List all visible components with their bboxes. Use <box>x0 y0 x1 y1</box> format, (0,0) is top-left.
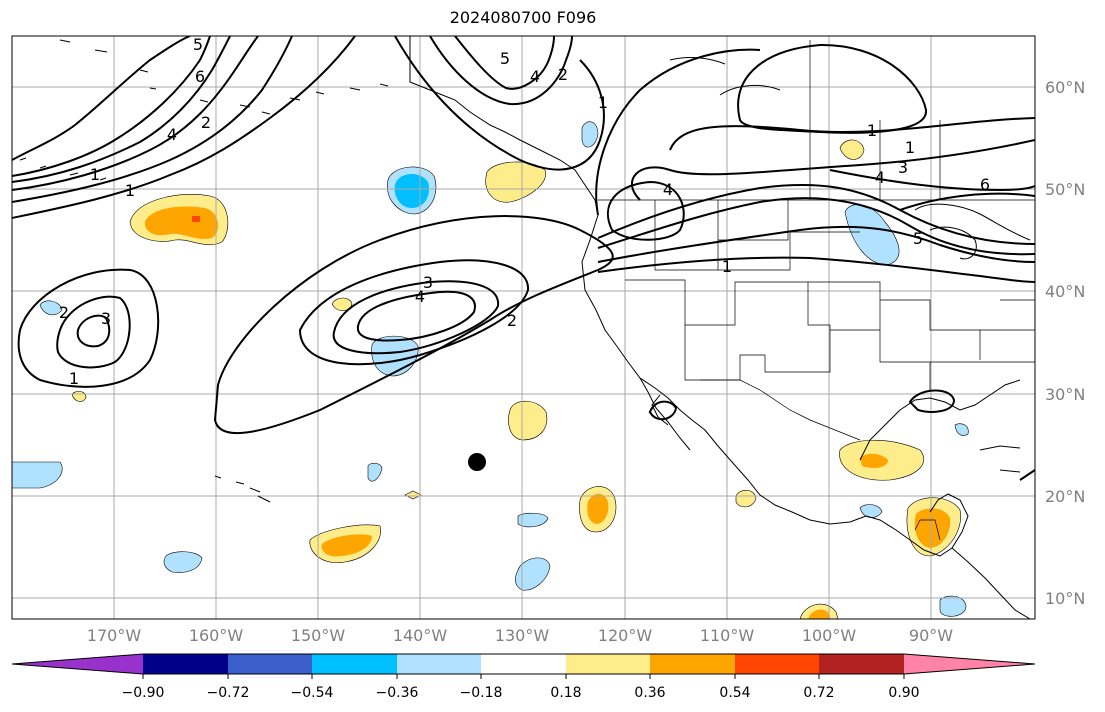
contour-label: 3 <box>423 273 433 292</box>
lon-label: 100°W <box>802 626 857 645</box>
colorbar-tick-label: −0.72 <box>207 685 250 701</box>
contour-label: 4 <box>875 168 885 187</box>
colorbar-segment <box>735 654 819 674</box>
contour-label: 4 <box>415 287 425 306</box>
lat-label: 60°N <box>1045 78 1085 97</box>
contour-label: 2 <box>59 303 69 322</box>
anomaly-shading <box>12 121 969 619</box>
colorbar-tick-label: 0.90 <box>888 685 919 701</box>
contour-label: 6 <box>980 175 990 194</box>
colorbar-segment <box>481 654 566 674</box>
longitude-labels: 170°W 160°W 150°W 140°W 130°W 120°W 110°… <box>87 626 953 645</box>
lat-label: 10°N <box>1045 589 1085 608</box>
plot-title: 2024080700 F096 <box>449 8 597 27</box>
contour-label: 1 <box>69 369 79 388</box>
colorbar-tick-label: 0.54 <box>719 685 750 701</box>
colorbar <box>11 653 1036 679</box>
contour-label: 2 <box>507 311 517 330</box>
contour-label: 3 <box>898 158 908 177</box>
colorbar-extend-high <box>904 654 1035 674</box>
colorbar-segment <box>312 654 397 674</box>
lon-label: 110°W <box>700 626 755 645</box>
map-frame <box>11 35 1036 620</box>
contour-label: 3 <box>101 309 111 328</box>
contour-label: 5 <box>193 35 203 54</box>
colorbar-tick-label: 0.36 <box>634 685 665 701</box>
lon-label: 140°W <box>393 626 448 645</box>
colorbar-segment <box>650 654 735 674</box>
colorbar-segment <box>566 654 650 674</box>
lat-label: 20°N <box>1045 487 1085 506</box>
colorbar-tick-label: 0.72 <box>803 685 834 701</box>
colorbar-tick-label: −0.54 <box>291 685 334 701</box>
lat-label: 50°N <box>1045 180 1085 199</box>
contour-label: 1 <box>905 138 915 157</box>
lon-label: 90°W <box>909 626 953 645</box>
colorbar-segment <box>228 654 312 674</box>
lon-label: 160°W <box>189 626 244 645</box>
contour-label: 1 <box>90 165 100 184</box>
colorbar-tick-label: 0.18 <box>550 685 581 701</box>
colorbar-tick-labels: −0.90 −0.72 −0.54 −0.36 −0.18 0.18 0.36 … <box>122 685 920 701</box>
colorbar-segment <box>819 654 904 674</box>
contour-label: 2 <box>201 113 211 132</box>
map-area: 5 6 4 2 1 1 5 4 1 2 4 3 4 6 5 1 3 4 2 1 … <box>12 35 1035 619</box>
contour-labels: 5 6 4 2 1 1 5 4 1 2 4 3 4 6 5 1 3 4 2 1 … <box>59 35 990 388</box>
lat-label: 40°N <box>1045 282 1085 301</box>
colorbar-segment <box>143 654 228 674</box>
contour-label: 5 <box>500 49 510 68</box>
lon-label: 130°W <box>495 626 550 645</box>
contour-label: 1 <box>867 121 877 140</box>
latitude-labels: 60°N 50°N 40°N 30°N 20°N 10°N <box>1045 78 1085 608</box>
contour-label: 1 <box>598 93 608 112</box>
lon-label: 170°W <box>87 626 142 645</box>
colorbar-tick-label: −0.36 <box>376 685 419 701</box>
colorbar-extend-low <box>12 654 143 674</box>
contour-label: 4 <box>530 67 540 86</box>
political-borders <box>598 40 1035 541</box>
colorbar-tick-label: −0.18 <box>460 685 503 701</box>
contour-label: 1 <box>125 181 135 200</box>
colorbar-segment <box>397 654 481 674</box>
lon-label: 150°W <box>291 626 346 645</box>
graticule <box>12 36 1035 619</box>
contour-label: 4 <box>167 125 177 144</box>
lat-label: 30°N <box>1045 385 1085 404</box>
lon-label: 120°W <box>598 626 653 645</box>
contour-label: 1 <box>722 257 732 276</box>
contour-label: 2 <box>558 65 568 84</box>
contour-label: 6 <box>195 67 205 86</box>
contour-label: 5 <box>913 229 923 248</box>
location-marker <box>468 453 486 471</box>
contours <box>12 36 1035 481</box>
contour-label: 4 <box>663 180 673 199</box>
colorbar-tick-label: −0.90 <box>122 685 165 701</box>
